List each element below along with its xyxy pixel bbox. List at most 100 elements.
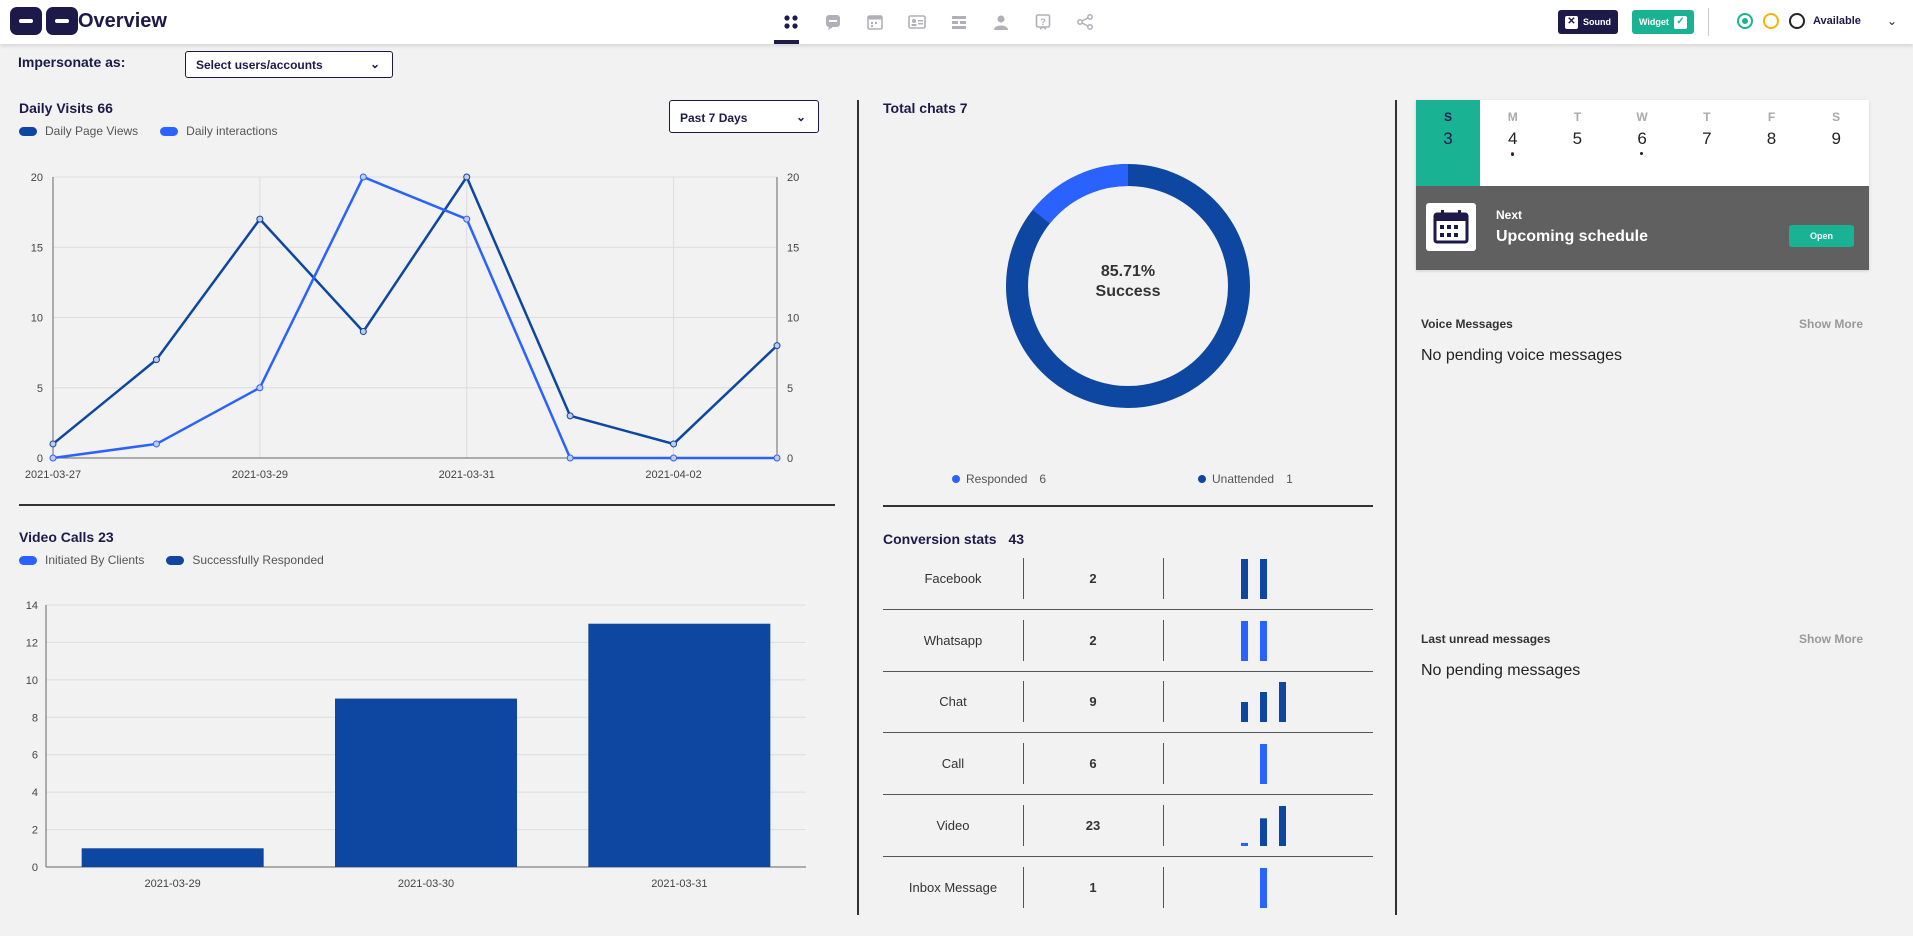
calendar-icon[interactable]	[854, 0, 896, 44]
impersonate-select[interactable]: Select users/accounts ⌄	[185, 51, 393, 78]
spark-bar	[1260, 744, 1267, 785]
x-tick-label: 2021-03-31	[439, 469, 495, 481]
date-range-select[interactable]: Past 7 Days ⌄	[669, 100, 819, 133]
unread-messages-title: Last unread messages	[1421, 632, 1551, 646]
y-tick-label: 4	[32, 787, 38, 799]
widget-toggle-button[interactable]: Widget ✓	[1632, 10, 1694, 34]
app-logo[interactable]	[10, 7, 78, 35]
dashboard-icon[interactable]	[770, 0, 812, 44]
legend-swatch	[19, 555, 37, 565]
legend-label: Daily Page Views	[45, 124, 139, 138]
divider	[883, 505, 1373, 507]
y2-tick-label: 5	[787, 383, 793, 395]
daily-visits-title: Daily Visits 66	[19, 100, 113, 116]
conversion-row: Facebook 2	[883, 548, 1373, 610]
chevron-down-icon[interactable]: ⌄	[1887, 14, 1898, 28]
spark-bar	[1260, 692, 1267, 723]
spark-bar	[1260, 867, 1267, 908]
svg-text:?: ?	[1040, 17, 1046, 27]
data-point	[359, 328, 367, 336]
event-dot	[1640, 152, 1644, 155]
conversion-sparkbar	[1260, 867, 1267, 908]
next-title: Upcoming schedule	[1496, 228, 1649, 245]
x-tick-label: 2021-03-29	[232, 469, 288, 481]
conversion-row: Call 6	[883, 733, 1373, 796]
check-icon: ✓	[1673, 15, 1687, 29]
data-point	[670, 454, 678, 462]
spark-bar	[1241, 842, 1248, 846]
conversion-title: Conversion stats 43	[883, 531, 1024, 547]
spark-bar	[1279, 682, 1286, 723]
data-point	[773, 454, 781, 462]
next-label: Next	[1496, 208, 1523, 222]
bar	[81, 848, 264, 867]
divider	[1708, 8, 1709, 36]
data-point	[256, 215, 264, 223]
video-calls-legend: Initiated By Clients Successfully Respon…	[19, 553, 324, 567]
conversion-title-label: Conversion stats	[883, 531, 997, 547]
voice-show-more-link[interactable]: Show More	[1799, 317, 1864, 331]
contacts-icon[interactable]	[896, 0, 938, 44]
share-icon[interactable]	[1064, 0, 1106, 44]
conversion-row: Chat 9	[883, 671, 1373, 734]
unread-messages-empty: No pending messages	[1421, 662, 1581, 679]
y-tick-label: 14	[26, 600, 38, 612]
status-available-radio[interactable]	[1737, 13, 1753, 29]
divider	[19, 504, 835, 506]
divider	[1023, 681, 1024, 723]
divider	[1023, 619, 1024, 661]
sound-toggle-button[interactable]: ✕ Sound	[1558, 10, 1618, 34]
layout-icon[interactable]	[938, 0, 980, 44]
spark-bar	[1260, 818, 1267, 846]
page-title: Overview	[78, 10, 167, 32]
divider	[1163, 743, 1164, 785]
calendar-day-letter: W	[1636, 110, 1648, 124]
bar	[335, 698, 517, 867]
y-tick-label: 10	[31, 313, 43, 325]
status-away-radio[interactable]	[1763, 13, 1779, 29]
legend-swatch	[166, 555, 185, 565]
spark-bar	[1279, 805, 1286, 846]
chat-icon[interactable]	[812, 0, 854, 44]
conversion-channel: Inbox Message	[908, 879, 998, 895]
calendar-day-letter: T	[1703, 110, 1711, 124]
y-tick-label: 5	[37, 383, 43, 395]
conversion-sparkbar	[1260, 744, 1267, 785]
conversion-total: 43	[1008, 531, 1025, 547]
y-tick-label: 10	[26, 675, 38, 687]
user-icon[interactable]	[980, 0, 1022, 44]
conversion-channel: Call	[941, 756, 965, 772]
calendar-day-number: 3	[1443, 129, 1453, 148]
conversion-count: 6	[1089, 756, 1097, 772]
video-calls-title: Video Calls 23	[19, 529, 114, 545]
open-button[interactable]: Open	[1789, 225, 1854, 247]
top-bar: Overview ? ✕ Sound Widget ✓	[0, 0, 1913, 44]
conversion-channel: Chat	[939, 694, 967, 710]
status-label: Available	[1813, 15, 1861, 27]
series-line	[52, 175, 777, 460]
data-point	[463, 173, 471, 181]
total-chats-donut	[1006, 164, 1250, 408]
column-divider	[857, 100, 859, 915]
status-selector	[1737, 13, 1805, 29]
status-offline-radio[interactable]	[1789, 13, 1805, 29]
y-tick-label: 8	[32, 712, 38, 724]
conversion-channel: Facebook	[924, 571, 982, 586]
legend-swatch	[19, 126, 37, 136]
unread-show-more-link[interactable]: Show More	[1799, 632, 1864, 646]
help-icon[interactable]: ?	[1022, 0, 1064, 44]
widget-label: Widget	[1639, 17, 1669, 27]
y-tick-label: 2	[32, 825, 38, 837]
y2-tick-label: 0	[787, 453, 793, 465]
divider	[1163, 558, 1164, 599]
voice-messages-title: Voice Messages	[1421, 317, 1513, 331]
calendar-day-number: 7	[1702, 129, 1712, 148]
